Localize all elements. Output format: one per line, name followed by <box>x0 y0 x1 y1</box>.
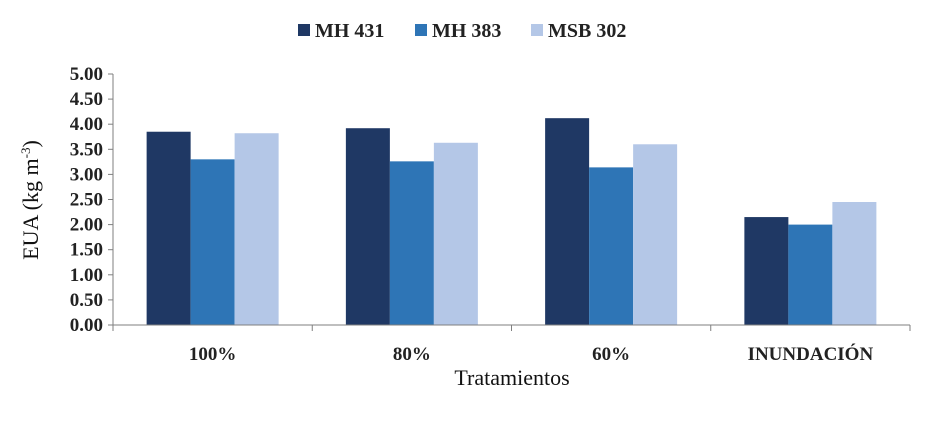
legend-swatch <box>531 24 543 36</box>
y-tick-label: 1.50 <box>70 240 103 261</box>
bar-mh-431-3 <box>744 217 789 325</box>
x-axis: 100% 80% 60% INUNDACIÓN <box>112 324 911 365</box>
legend-swatch <box>415 24 427 36</box>
y-tick-label: 2.50 <box>70 190 103 211</box>
x-axis-title: Tratamientos <box>454 365 569 390</box>
x-tick-label: 100% <box>189 344 237 365</box>
y-tick-label: 3.00 <box>70 164 103 185</box>
legend-label: MH 431 <box>315 20 384 42</box>
legend-swatch <box>298 24 310 36</box>
bar-mh-431-0 <box>146 131 191 325</box>
y-axis-title: EUA (kg m-3) <box>18 140 43 260</box>
y-tick-label: 4.00 <box>70 114 103 135</box>
bar-mh-431-2 <box>545 118 590 326</box>
y-tick-label: 0.00 <box>70 315 103 336</box>
bar-mh-383-0 <box>190 159 235 325</box>
y-axis: 0.00 0.50 1.00 1.50 2.00 2.50 3.00 3.50 4.00 4.50… <box>70 64 114 336</box>
legend: MH 431 MH 383 MSB 302 <box>298 20 626 42</box>
bar-mh-383-1 <box>389 161 434 325</box>
legend-label: MSB 302 <box>548 20 626 42</box>
bar-mh-383-3 <box>788 224 833 325</box>
y-tick-label: 4.50 <box>70 89 103 110</box>
y-tick-label: 5.00 <box>70 64 103 85</box>
bar-mh-383-2 <box>589 167 634 325</box>
y-tick-label: 0.50 <box>70 290 103 311</box>
x-tick-label: 60% <box>592 344 630 365</box>
x-tick-label: 80% <box>393 344 431 365</box>
legend-label: MH 383 <box>432 20 501 42</box>
y-tick-label: 1.00 <box>70 265 103 286</box>
bars <box>146 118 877 326</box>
x-tick-label: INUNDACIÓN <box>748 343 874 365</box>
y-tick-label: 3.50 <box>70 139 103 160</box>
bar-msb-302-0 <box>234 133 279 325</box>
y-tick-label: 2.00 <box>70 215 103 236</box>
bar-msb-302-1 <box>433 142 478 325</box>
bar-mh-431-1 <box>345 128 390 325</box>
bar-msb-302-2 <box>633 144 678 325</box>
bar-msb-302-3 <box>832 202 877 325</box>
